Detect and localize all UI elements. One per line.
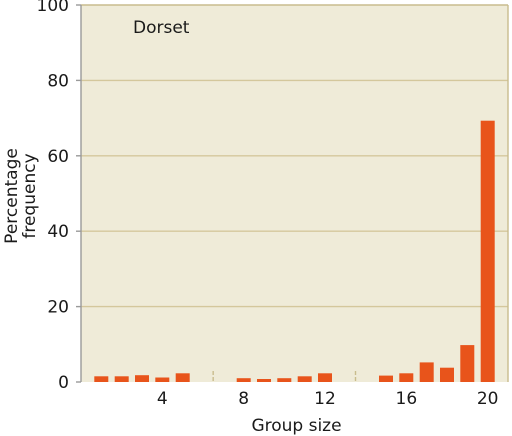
bar [236,378,251,382]
y-axis-title: Percentage frequency [2,148,40,244]
y-tick-label: 20 [47,298,69,318]
y-tick-label: 0 [58,373,69,393]
bar [257,379,271,382]
y-tick-label: 40 [47,222,69,242]
y-tick-label: 80 [47,71,69,91]
x-tick-label: 12 [314,389,336,409]
bar [135,375,149,382]
chart-title: Dorset [133,18,190,38]
bar [318,373,332,382]
y-tick-label: 100 [37,0,69,16]
bar [114,376,129,382]
bar [460,345,475,382]
bar [379,375,393,382]
y-axis-title-line-2: frequency [20,153,40,238]
x-tick-label: 4 [157,389,168,409]
x-ticks: 4 8 12 16 20 [157,389,499,409]
y-tick-label: 60 [47,147,69,167]
y-ticks: 0 20 40 60 80 100 [37,0,81,393]
bar [155,377,170,382]
bar [480,120,495,382]
bar [419,362,434,382]
bar [175,373,190,382]
x-axis-title: Group size [251,416,341,436]
y-axis-title-line-1: Percentage [2,148,22,244]
bar [277,378,292,382]
gridlines [81,79,508,308]
x-tick-label: 16 [396,389,418,409]
x-axis-dashes [212,371,357,381]
x-tick-label: 20 [477,389,499,409]
bar [94,376,109,382]
plot-background [81,5,508,382]
bars [94,120,495,382]
bar [297,376,312,382]
bar [440,367,454,382]
x-tick-label: 8 [238,389,249,409]
bar [399,373,414,382]
